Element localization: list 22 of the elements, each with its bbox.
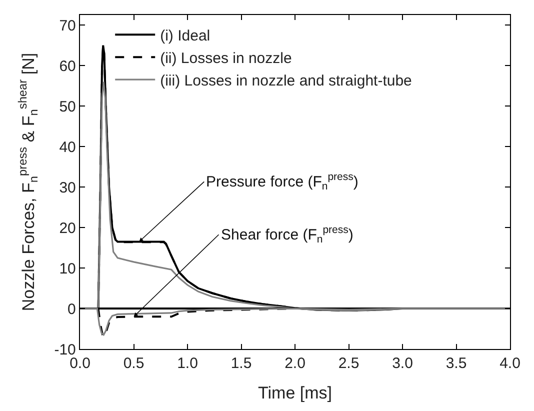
y-tick-label: 20 — [59, 220, 76, 237]
legend-label: (ii) Losses in nozzle — [160, 50, 292, 67]
x-tick-label: 1.0 — [177, 355, 198, 372]
x-tick-label: 2.5 — [338, 355, 360, 372]
x-tick-label: 4.0 — [500, 355, 520, 372]
x-tick-label: 2.0 — [284, 355, 306, 372]
x-tick-label: 3.0 — [392, 355, 413, 372]
x-axis-title: Time [ms] — [258, 384, 332, 402]
y-tick-label: 70 — [59, 17, 76, 34]
x-tick-label: 1.5 — [230, 355, 252, 372]
y-tick-label: 60 — [59, 58, 76, 75]
annotation: Pressure force (F$_{n}$$^{press}$) — [206, 171, 358, 192]
x-tick-label: 0.5 — [123, 355, 144, 372]
legend-label: (i) Ideal — [160, 27, 210, 44]
y-tick-label: 0 — [68, 300, 76, 318]
y-tick-label: 30 — [59, 179, 76, 196]
y-tick-label: 40 — [59, 138, 76, 156]
annotation: Shear force (F$_{n}$$^{press}$) — [221, 224, 354, 246]
legend-label: (iii) Losses in nozzle and straight-tube — [160, 72, 412, 90]
y-tick-label: 10 — [59, 260, 76, 278]
y-tick-label: 50 — [59, 98, 76, 116]
x-tick-label: 3.5 — [446, 355, 467, 372]
